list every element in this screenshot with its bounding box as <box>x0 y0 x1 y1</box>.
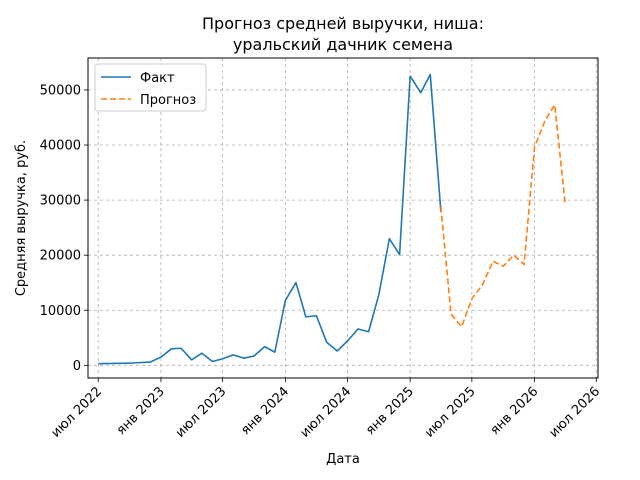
y-tick-label: 50000 <box>40 83 81 98</box>
chart-title-line-2: уральский дачник семена <box>233 35 453 54</box>
chart-title-line-1: Прогноз средней выручки, ниша: <box>202 14 484 33</box>
y-tick-label: 20000 <box>40 249 81 264</box>
series-line-forecast <box>440 104 567 328</box>
y-tick-label: 10000 <box>40 304 81 319</box>
series-line-fact <box>98 73 442 365</box>
y-axis-ticks: 0 10000 20000 30000 40000 50000 <box>40 83 88 374</box>
legend-label-fact: Факт <box>140 71 175 86</box>
plot-frame <box>87 57 599 379</box>
legend-label-forecast: Прогноз <box>140 93 196 108</box>
y-tick-label: 0 <box>73 359 81 374</box>
grid <box>88 58 598 378</box>
y-tick-label: 30000 <box>40 194 81 209</box>
legend: Факт Прогноз <box>94 63 207 112</box>
y-axis-label: Средняя выручка, руб. <box>14 140 29 296</box>
series-lines <box>98 73 567 365</box>
y-tick-label: 40000 <box>40 139 81 154</box>
x-axis-label: Дата <box>326 452 360 467</box>
